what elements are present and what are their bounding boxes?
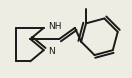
Text: N: N xyxy=(48,47,55,56)
Text: NH: NH xyxy=(48,22,62,31)
